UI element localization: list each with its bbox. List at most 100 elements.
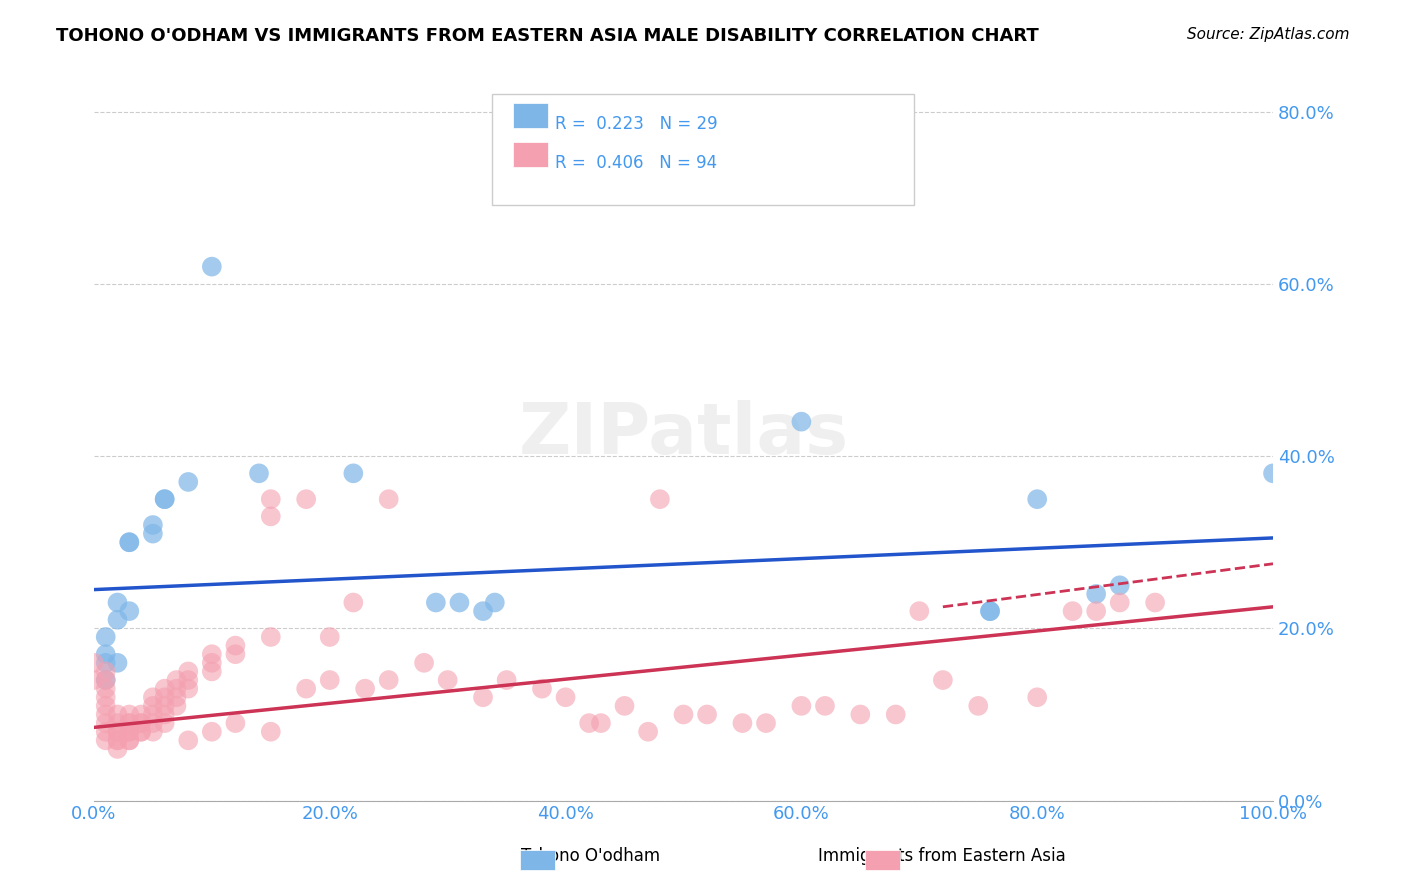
Point [672, 707, 695, 722]
Point [118, 604, 141, 618]
Point [342, 467, 364, 481]
Point [153, 698, 176, 713]
Point [932, 673, 955, 687]
Point [107, 707, 129, 722]
Point [436, 673, 458, 687]
Point [94, 733, 117, 747]
Point [377, 492, 399, 507]
Point [177, 733, 200, 747]
Point [94, 630, 117, 644]
Point [342, 595, 364, 609]
Text: Immigrants from Eastern Asia: Immigrants from Eastern Asia [818, 847, 1066, 865]
Point [142, 518, 165, 533]
Point [648, 492, 671, 507]
Point [94, 673, 117, 687]
Text: Source: ZipAtlas.com: Source: ZipAtlas.com [1187, 27, 1350, 42]
Point [118, 716, 141, 731]
Text: TOHONO O'ODHAM VS IMMIGRANTS FROM EASTERN ASIA MALE DISABILITY CORRELATION CHART: TOHONO O'ODHAM VS IMMIGRANTS FROM EASTER… [56, 27, 1039, 45]
Point [755, 716, 778, 731]
Point [472, 604, 495, 618]
Point [1108, 578, 1130, 592]
Point [107, 742, 129, 756]
Point [201, 656, 224, 670]
Point [118, 733, 141, 747]
Point [83, 656, 105, 670]
Point [142, 690, 165, 705]
Point [472, 690, 495, 705]
Point [107, 724, 129, 739]
Point [319, 630, 342, 644]
Point [129, 724, 152, 739]
Point [530, 681, 553, 696]
Point [166, 698, 188, 713]
Point [849, 707, 872, 722]
Point [201, 665, 224, 679]
Point [153, 690, 176, 705]
Point [153, 716, 176, 731]
Point [1144, 595, 1167, 609]
Point [319, 673, 342, 687]
Point [166, 690, 188, 705]
Point [142, 526, 165, 541]
Point [129, 724, 152, 739]
Point [790, 415, 813, 429]
Point [94, 665, 117, 679]
Point [260, 509, 283, 524]
Point [814, 698, 837, 713]
Point [107, 613, 129, 627]
Point [554, 690, 576, 705]
Point [118, 724, 141, 739]
Point [94, 698, 117, 713]
Point [260, 630, 283, 644]
Point [495, 673, 517, 687]
Point [578, 716, 600, 731]
Point [177, 681, 200, 696]
Point [177, 665, 200, 679]
Text: ZIPatlas: ZIPatlas [519, 401, 849, 469]
Point [696, 707, 718, 722]
Point [153, 707, 176, 722]
Point [94, 690, 117, 705]
Point [94, 681, 117, 696]
Point [224, 647, 246, 661]
Point [613, 698, 636, 713]
Point [295, 681, 318, 696]
Point [94, 656, 117, 670]
Point [1085, 587, 1108, 601]
Point [107, 656, 129, 670]
Point [884, 707, 907, 722]
Point [354, 681, 377, 696]
Point [295, 492, 318, 507]
Point [790, 698, 813, 713]
Point [201, 260, 224, 274]
Point [142, 716, 165, 731]
Point [129, 716, 152, 731]
Point [107, 733, 129, 747]
Point [153, 492, 176, 507]
Point [1085, 604, 1108, 618]
Point [449, 595, 471, 609]
Point [979, 604, 1001, 618]
Point [589, 716, 612, 731]
Point [1108, 595, 1130, 609]
Point [94, 673, 117, 687]
Point [260, 724, 283, 739]
Point [177, 673, 200, 687]
Point [425, 595, 447, 609]
Point [83, 673, 105, 687]
Point [247, 467, 270, 481]
Point [142, 707, 165, 722]
Point [107, 733, 129, 747]
Point [224, 639, 246, 653]
Point [142, 698, 165, 713]
Point [118, 535, 141, 549]
Point [377, 673, 399, 687]
Text: Tohono O'odham: Tohono O'odham [522, 847, 659, 865]
Point [166, 681, 188, 696]
Point [129, 707, 152, 722]
Point [118, 535, 141, 549]
Point [1026, 492, 1049, 507]
Point [166, 673, 188, 687]
Text: R =  0.406   N = 94: R = 0.406 N = 94 [555, 154, 717, 172]
Point [94, 647, 117, 661]
